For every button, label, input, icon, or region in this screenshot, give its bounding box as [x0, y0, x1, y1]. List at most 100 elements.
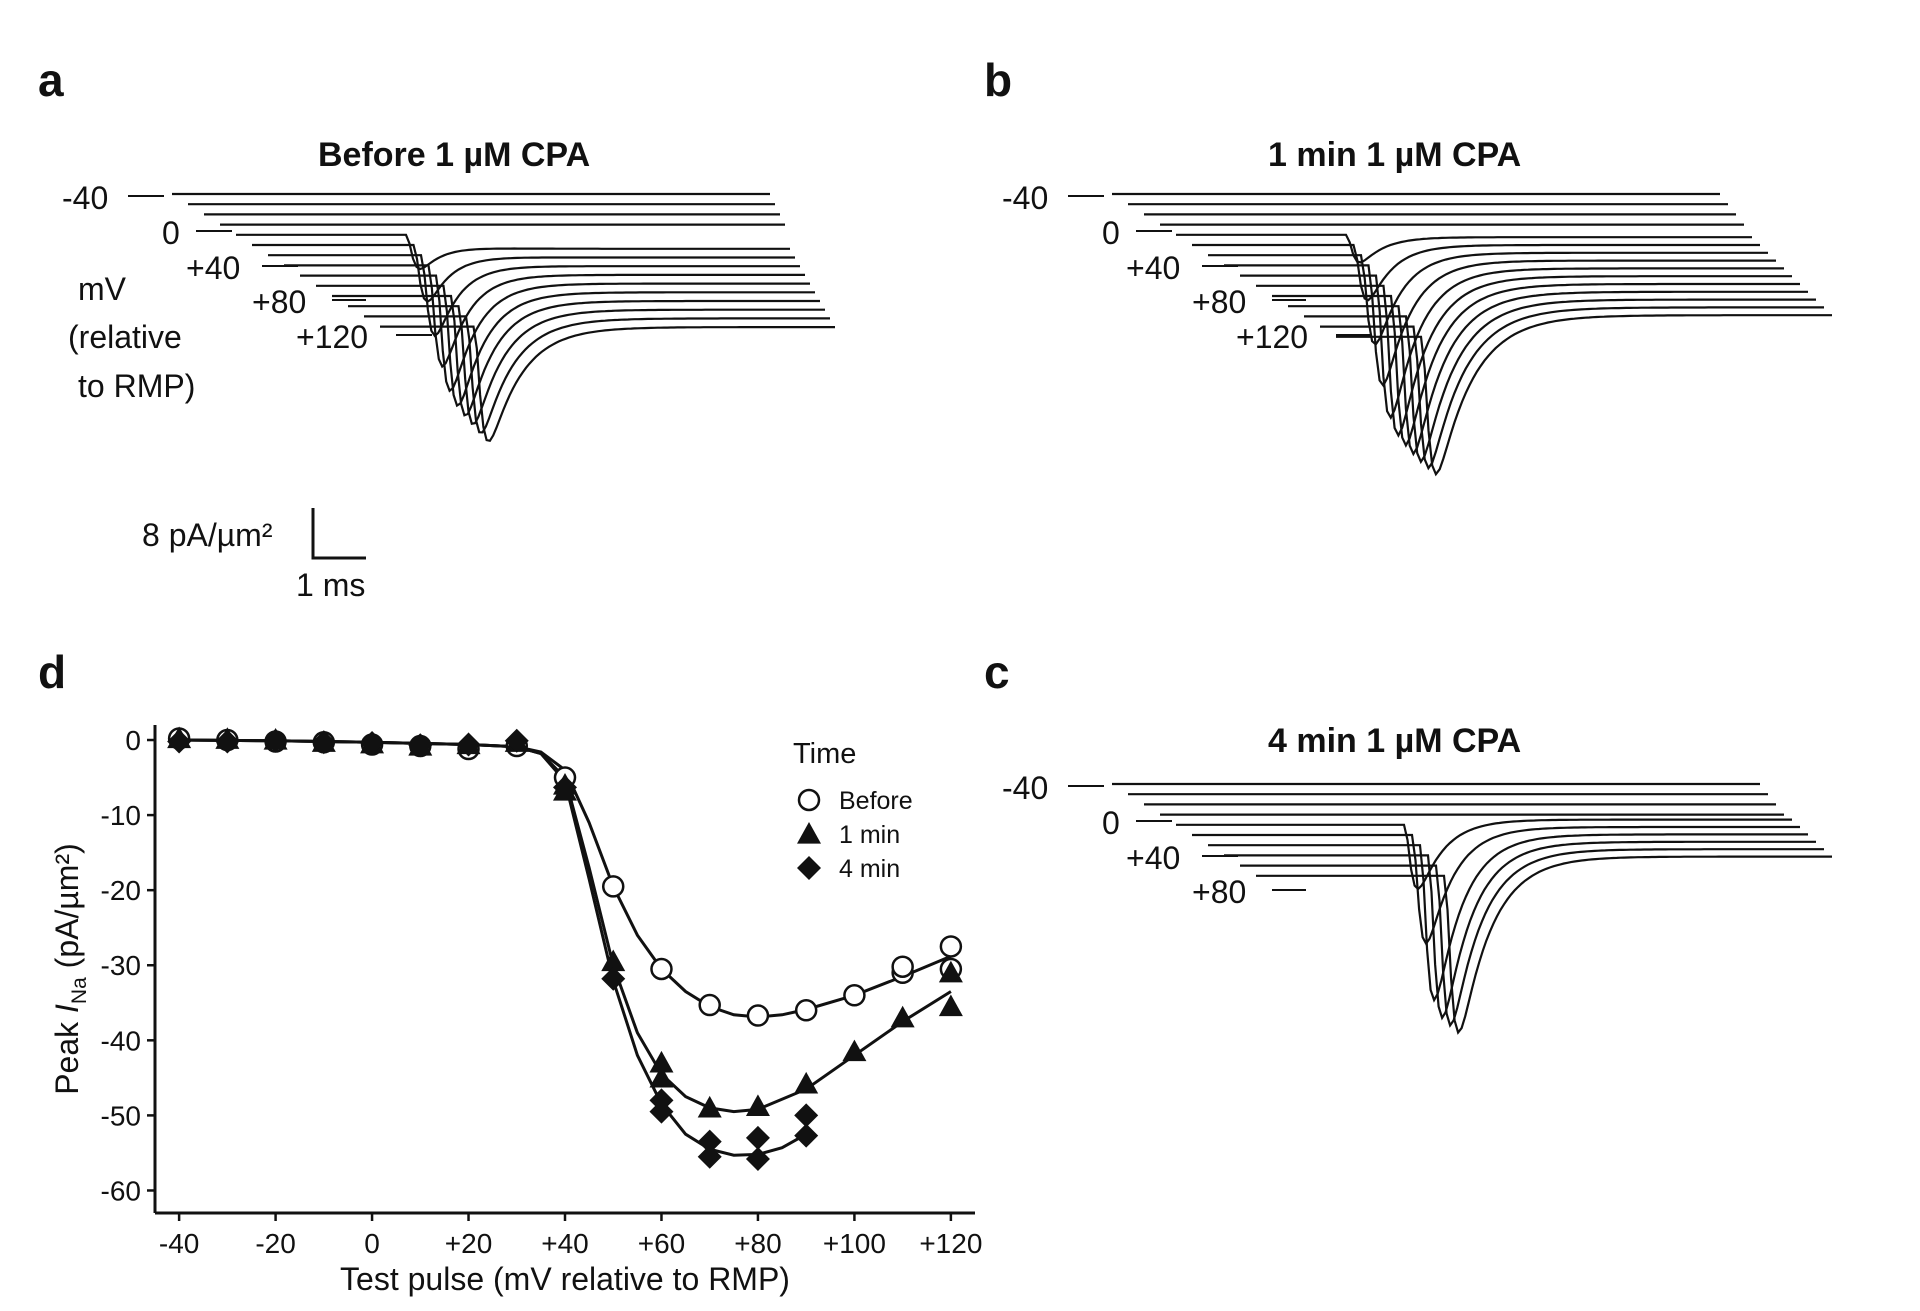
data-point: [360, 731, 385, 756]
x-tick-label: +100: [823, 1228, 886, 1259]
legend: Time Before 1 min 4 min: [793, 738, 913, 883]
x-tick-label: +20: [445, 1228, 493, 1259]
data-point: [601, 949, 626, 972]
data-point: [938, 960, 963, 983]
voltage-label: -40: [62, 180, 108, 216]
data-point: [167, 729, 192, 754]
y-tick-label: -50: [101, 1100, 141, 1131]
y-tick-label: 0: [125, 725, 141, 756]
legend-entry: Before: [839, 787, 913, 815]
data-point: [794, 1103, 819, 1128]
x-axis-title: Test pulse (mV relative to RMP): [340, 1261, 790, 1297]
current-trace: [1240, 848, 1824, 1028]
data-point: [842, 1039, 867, 1062]
current-trace: [1192, 825, 1800, 946]
data-point: [890, 1005, 915, 1028]
voltage-label: +120: [1236, 319, 1308, 355]
scale-bar-x-label: 1 ms: [296, 567, 365, 603]
y-axis-title: Peak INa (pA/µm²): [49, 843, 91, 1095]
data-point: [745, 1094, 770, 1116]
voltage-label: 0: [162, 215, 180, 251]
data-point: [794, 1071, 819, 1094]
legend-marker: [797, 856, 821, 880]
current-trace: [1256, 275, 1792, 438]
current-trace: [316, 284, 815, 408]
data-point: [697, 1129, 722, 1154]
current-trace: [268, 254, 800, 338]
current-trace: [364, 315, 830, 434]
fit-curve: [179, 738, 807, 1157]
traces-c: [1112, 782, 1832, 1035]
data-point: [650, 957, 673, 981]
current-trace: [380, 325, 835, 443]
y-tick-label: -60: [101, 1175, 141, 1206]
data-point: [794, 1123, 819, 1148]
panel-b-title: 1 min 1 µM CPA: [1268, 136, 1521, 174]
panel-d: d 0 -10 -20 -30 -40 -50 -60 -40 -20 0 +20 +40 +60 +80…: [38, 646, 982, 1297]
panel-c: c 4 min 1 µM CPA -40 0 +40 +80: [984, 646, 1832, 1035]
data-point: [649, 1099, 674, 1124]
panel-b: b 1 min 1 µM CPA -40 0 +40 +80 +120: [984, 54, 1832, 477]
current-trace: [1176, 233, 1752, 264]
voltage-label: +40: [186, 250, 240, 286]
current-trace: [252, 243, 795, 304]
panel-letter-d: d: [38, 646, 66, 698]
current-trace: [236, 233, 790, 271]
data-point: [408, 733, 433, 758]
y-tick-label: -20: [101, 875, 141, 906]
voltage-label: +80: [1192, 874, 1246, 910]
panel-c-title: 4 min 1 µM CPA: [1268, 722, 1521, 760]
current-trace: [1224, 259, 1776, 388]
panel-a-title: Before 1 µM CPA: [318, 136, 590, 174]
data-point: [843, 984, 866, 1007]
data-point: [601, 875, 625, 898]
x-tick-label: -20: [255, 1228, 295, 1259]
data-point: [311, 730, 336, 755]
voltage-label: +120: [296, 319, 368, 355]
scale-bar-y-label: 8 pA/µm²: [142, 517, 273, 553]
current-trace: [348, 305, 825, 425]
data-point: [456, 732, 481, 757]
x-tick-label: 0: [364, 1228, 380, 1259]
voltage-label: 0: [1102, 805, 1120, 841]
current-trace: [1208, 251, 1768, 347]
data-point: [601, 966, 626, 991]
current-trace: [284, 264, 805, 369]
current-trace: [300, 274, 810, 393]
voltage-label: +80: [1192, 284, 1246, 320]
traces-b: [1112, 192, 1832, 477]
legend-entry: 1 min: [839, 821, 900, 849]
panel-letter-c: c: [984, 646, 1010, 698]
data-point: [504, 728, 529, 753]
data-point: [938, 994, 963, 1017]
data-point: [746, 1004, 770, 1027]
x-tick-label: +40: [541, 1228, 589, 1259]
data-point: [697, 1144, 722, 1169]
current-trace: [1192, 243, 1760, 302]
voltage-label: -40: [1002, 180, 1048, 216]
unit-label-line: (relative: [68, 319, 182, 355]
scale-bar-lines: [311, 508, 366, 560]
current-trace: [1288, 290, 1808, 457]
data-point: [697, 1095, 722, 1118]
current-trace: [1320, 306, 1824, 471]
current-trace: [1224, 840, 1816, 1021]
voltage-label: 0: [1102, 215, 1120, 251]
unit-label-line: to RMP): [78, 368, 195, 404]
y-tick-label: -30: [101, 950, 141, 981]
voltage-label: +40: [1126, 840, 1180, 876]
voltage-label: -40: [1002, 770, 1048, 806]
current-trace: [1272, 282, 1800, 448]
unit-label-line: mV: [78, 271, 127, 307]
data-point: [553, 775, 577, 800]
legend-title: Time: [793, 738, 856, 770]
x-tick-label: +80: [734, 1228, 782, 1259]
current-trace: [332, 294, 820, 417]
data-point: [649, 1050, 674, 1073]
data-point: [263, 728, 288, 753]
data-point: [891, 955, 914, 978]
current-trace: [1208, 833, 1808, 1003]
data-point: [649, 1065, 674, 1088]
legend-entry: 4 min: [839, 855, 900, 883]
